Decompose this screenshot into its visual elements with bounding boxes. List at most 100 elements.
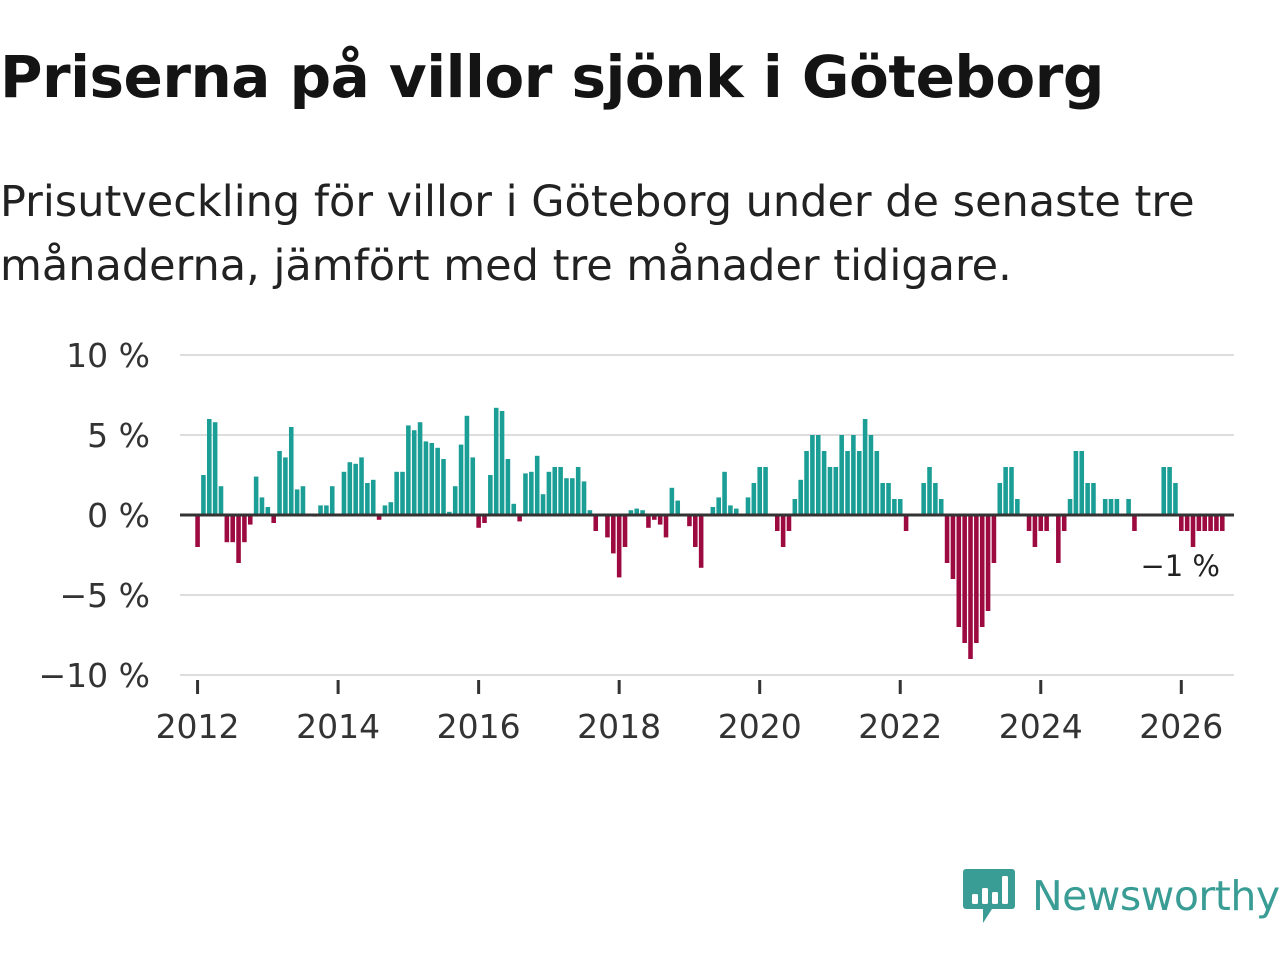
bar [230,515,235,543]
bar [546,471,552,515]
bar [370,479,376,515]
bar [1196,515,1202,531]
bar [1114,499,1120,515]
bar [1167,467,1172,515]
bar [1179,515,1184,531]
bar [488,475,493,515]
bar [634,508,640,515]
bar [558,467,563,515]
bar [552,467,558,515]
bar [956,515,962,627]
x-tick-label: 2022 [858,707,942,746]
bar [534,455,540,515]
bar [815,435,821,515]
bar [757,467,762,515]
y-tick-label: −5 % [60,576,151,615]
bar [997,483,1003,515]
bar [206,419,212,515]
bar [447,511,452,515]
bar [1015,499,1020,515]
newsworthy-logo-icon [963,869,1015,923]
bar [1056,515,1061,563]
last-value-label: −1 % [1140,549,1220,583]
bar [499,411,505,515]
bar [411,430,417,515]
bar [1108,499,1114,515]
bar [1208,515,1213,531]
bar [786,515,792,531]
bar [359,457,364,515]
bar [575,467,581,515]
bar [224,515,230,543]
bar [382,505,388,515]
bar [640,510,645,515]
bar [663,515,669,538]
bar [529,471,534,515]
bar [1061,515,1067,531]
bar [897,499,903,515]
bar [745,497,751,515]
bar [856,451,862,515]
bar [716,497,721,515]
bar [792,499,798,515]
x-tick-label: 2024 [999,707,1083,746]
bar [733,508,739,515]
bar [652,515,657,520]
bar [493,407,499,515]
bar [687,515,692,527]
bar [657,515,663,525]
bar [388,502,394,515]
x-tick-label: 2012 [156,707,240,746]
bar [1038,515,1044,531]
bar [376,515,382,520]
x-tick-label: 2018 [577,707,661,746]
bar [605,515,610,538]
bar [259,497,265,515]
bar [1202,515,1208,531]
bar [968,515,973,659]
bar [417,422,423,515]
bar [294,489,300,515]
bar [698,515,704,568]
bar [646,515,651,528]
bar [1132,515,1137,531]
bar [810,435,815,515]
bar [265,507,271,515]
bar [423,441,429,515]
bar-series [195,407,1225,659]
bar [1073,451,1079,515]
bar [406,425,411,515]
bar [1079,451,1085,515]
bar [429,443,435,515]
bar [985,515,991,611]
bar [394,471,399,515]
bar [365,483,370,515]
bar [821,451,827,515]
bar [564,478,569,515]
bar [1173,483,1178,515]
bar [950,515,956,579]
bar [1009,467,1014,515]
newsworthy-logo: Newsworthy [962,864,1280,928]
bar [236,515,241,563]
y-tick-label: 0 % [87,496,150,535]
bar [851,435,856,515]
bar [271,515,276,523]
bar [341,471,347,515]
bar [839,435,844,515]
bar [628,510,634,515]
gridlines [180,354,1234,676]
bar [1003,467,1008,515]
bar [611,515,616,554]
bar [622,515,628,547]
bar [886,483,891,515]
bar [1067,499,1073,515]
bar [845,451,850,515]
bar [774,515,780,531]
bar [1184,515,1190,531]
bar [201,475,206,515]
bar [353,463,358,515]
bar [400,471,405,515]
bar [921,483,926,515]
